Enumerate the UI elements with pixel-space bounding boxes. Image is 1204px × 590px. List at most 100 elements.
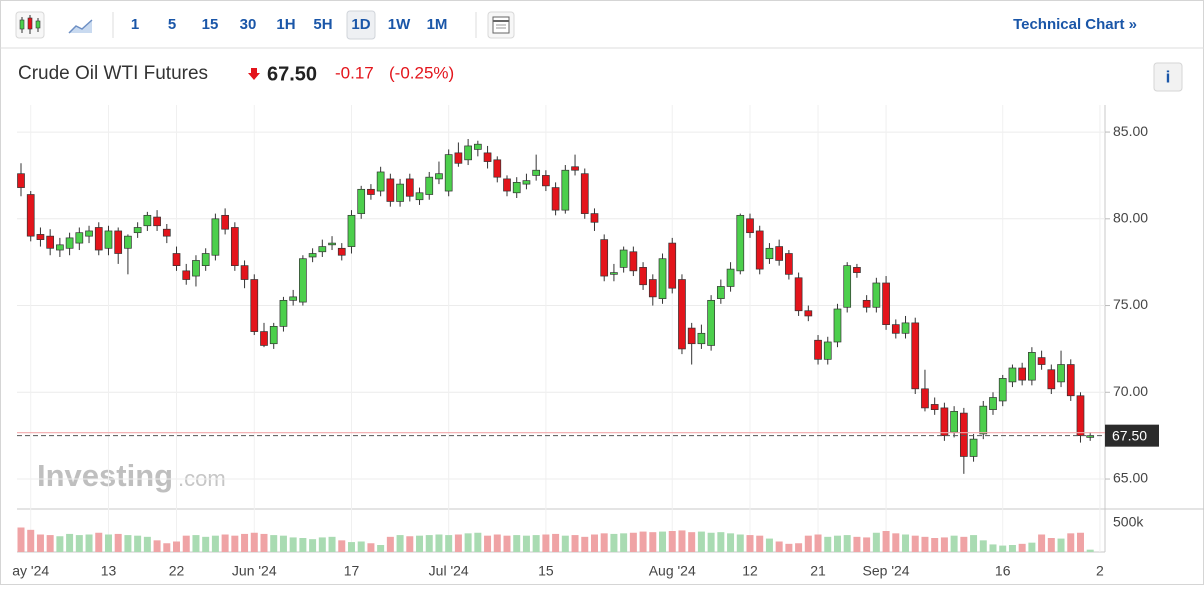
volume-bar (590, 534, 598, 552)
interval-button[interactable]: 1 (131, 16, 139, 33)
volume-tick-label: 500k (1113, 514, 1144, 530)
x-tick-label: Jul '24 (429, 563, 469, 579)
volume-bar (833, 535, 841, 552)
volume-bar (318, 537, 326, 552)
candle-body (367, 188, 375, 195)
candle-body (182, 270, 191, 280)
candle-body (308, 253, 317, 258)
candle-body (765, 247, 774, 260)
volume-bar (950, 535, 958, 552)
y-tick-label: 85.00 (1113, 123, 1148, 139)
candle-body (415, 192, 424, 201)
candle-body (425, 176, 434, 195)
down-arrow (248, 68, 260, 80)
volume-bar (678, 530, 686, 552)
candle-body (998, 378, 1007, 402)
last-price-box (1105, 424, 1159, 447)
candle-body (862, 299, 871, 308)
candle-body (473, 143, 482, 150)
volume-bar (600, 533, 608, 552)
interval-button[interactable]: 1M (427, 16, 448, 33)
volume-bar (970, 535, 978, 552)
volume-bar (270, 535, 278, 552)
interval-button[interactable]: 5H (313, 16, 332, 33)
candle-body (289, 296, 298, 301)
candle-body (794, 277, 803, 312)
volume-bar (347, 542, 355, 552)
volume-bar (522, 535, 530, 552)
volume-bar (95, 532, 103, 552)
candle-body (269, 326, 278, 345)
candle-body (435, 173, 443, 180)
volume-bar (1038, 534, 1046, 552)
volume-bar (610, 533, 618, 552)
volume-bar (581, 536, 589, 552)
candle-body (211, 218, 220, 256)
candle-body (580, 173, 589, 214)
volume-bar (377, 545, 385, 552)
candle-body (172, 253, 181, 266)
interval-button[interactable]: 15 (202, 16, 219, 33)
candle-body (726, 268, 735, 287)
interval-button[interactable]: 1H (276, 16, 295, 33)
candle-body (1037, 357, 1046, 365)
volume-bar (367, 543, 375, 552)
volume-bar (552, 533, 560, 552)
interval-button[interactable]: 1W (388, 16, 411, 33)
volume-bar (124, 535, 132, 552)
interval-button[interactable]: 5 (168, 16, 176, 33)
volume-bar (503, 535, 511, 552)
candle-body (201, 253, 210, 266)
volume-bar (1028, 542, 1036, 552)
candle-body (318, 246, 327, 253)
volume-bar (46, 535, 54, 552)
candle-body (950, 411, 958, 433)
x-tick-label: 16 (995, 563, 1011, 579)
watermark-suffix: .com (178, 466, 226, 491)
candle-body (56, 244, 64, 251)
info-label[interactable]: i (1166, 67, 1171, 86)
candle-icon[interactable] (15, 11, 45, 39)
candle-body (814, 339, 822, 360)
info-button[interactable] (1153, 62, 1183, 92)
candle-body (804, 310, 813, 317)
candle-body (46, 235, 55, 249)
volume-bar (804, 535, 812, 552)
volume-bar (513, 535, 521, 552)
volume-bar (143, 536, 151, 552)
candle-body (823, 341, 832, 360)
volume-bar (765, 538, 773, 552)
volume-bar (872, 532, 880, 552)
candle-body (512, 182, 521, 194)
volume-bar (1067, 533, 1075, 552)
volume-bar (911, 535, 919, 552)
interval-button[interactable]: 1D (351, 16, 370, 33)
candle-body (133, 227, 142, 234)
x-tick-label: Sep '24 (863, 563, 910, 579)
volume-bar (406, 536, 414, 552)
volume-bar (173, 541, 181, 552)
candle-body (1028, 352, 1036, 381)
volume-bar (134, 535, 142, 552)
interval-button[interactable]: 30 (240, 16, 257, 33)
volume-bar (940, 537, 948, 552)
volume-bar (629, 532, 637, 552)
volume-bar (85, 534, 93, 552)
candle-body (610, 272, 618, 275)
technical-chart-link[interactable]: Technical Chart » (1013, 16, 1137, 33)
candle-body (337, 247, 346, 256)
candle-body (357, 188, 366, 214)
candle-body (279, 299, 288, 327)
candle-body (658, 258, 667, 299)
candle-body (639, 267, 647, 286)
volume-bar (736, 534, 744, 552)
area-icon[interactable] (68, 19, 93, 34)
volume-bar (202, 536, 210, 552)
candle-body (600, 239, 609, 277)
volume-bar (902, 534, 910, 552)
volume-bar (260, 533, 268, 552)
x-tick-label: Aug '24 (649, 563, 696, 579)
candle-body (230, 227, 239, 266)
volume-bar (309, 539, 317, 552)
layout-icon[interactable] (487, 11, 515, 39)
